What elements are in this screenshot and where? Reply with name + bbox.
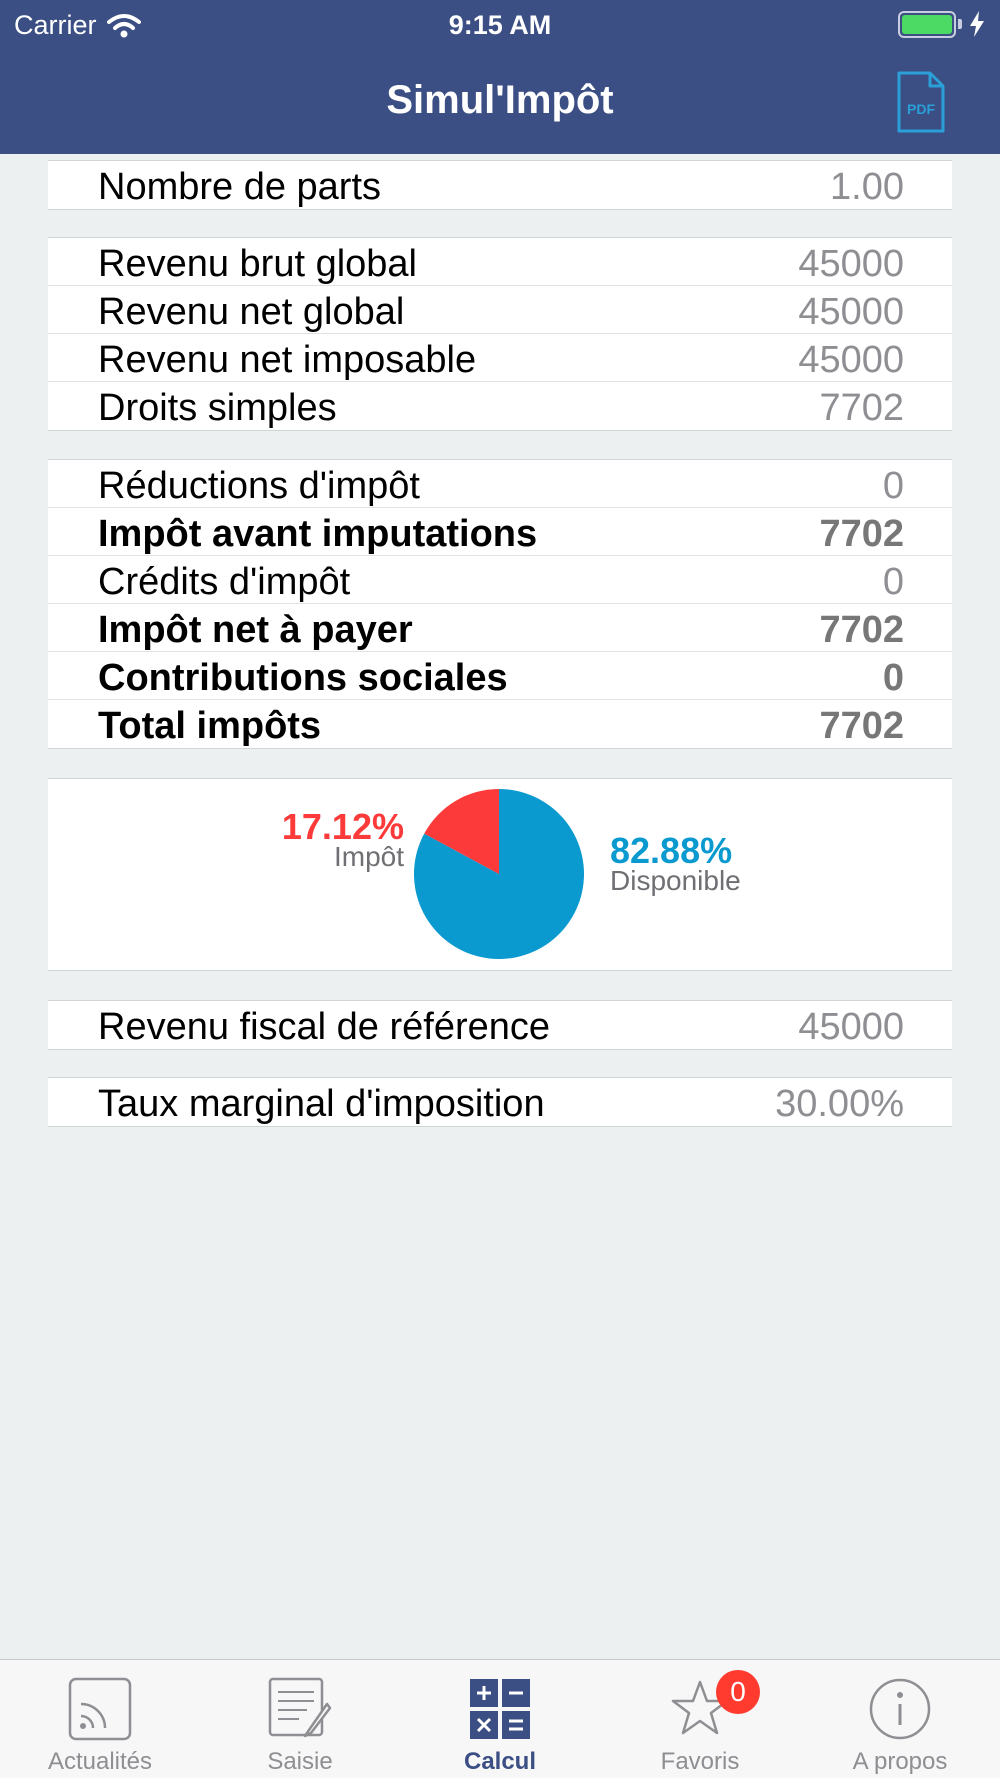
row-label: Droits simples xyxy=(98,387,337,429)
battery-icon xyxy=(898,10,986,38)
row-label: Crédits d'impôt xyxy=(98,561,351,603)
rss-icon xyxy=(68,1677,132,1741)
result-row: Crédits d'impôt 0 xyxy=(48,556,952,604)
result-row: Impôt net à payer 7702 xyxy=(48,604,952,652)
result-row: Revenu brut global 45000 xyxy=(48,238,952,286)
income-group: Revenu brut global 45000 Revenu net glob… xyxy=(48,237,952,431)
row-value: 45000 xyxy=(798,1006,904,1048)
tab-saisie[interactable]: Saisie xyxy=(200,1660,400,1778)
row-value: 7702 xyxy=(819,387,904,429)
result-row: Nombre de parts 1.00 xyxy=(48,161,952,209)
row-value: 1.00 xyxy=(830,166,904,208)
result-row: Impôt avant imputations 7702 xyxy=(48,508,952,556)
result-row: Total impôts 7702 xyxy=(48,700,952,748)
row-value: 30.00% xyxy=(775,1083,904,1125)
row-label: Contributions sociales xyxy=(98,657,508,699)
row-label: Nombre de parts xyxy=(98,166,382,208)
pdf-export-icon[interactable]: PDF xyxy=(896,70,946,134)
favoris-badge: 0 xyxy=(716,1670,760,1714)
tab-calcul[interactable]: Calcul xyxy=(400,1660,600,1778)
tab-bar: Actualités Saisie Calcul xyxy=(0,1659,1000,1778)
result-row: Réductions d'impôt 0 xyxy=(48,460,952,508)
row-value: 45000 xyxy=(798,339,904,381)
result-row: Droits simples 7702 xyxy=(48,382,952,430)
impot-slice xyxy=(424,789,499,874)
row-label: Revenu brut global xyxy=(98,243,417,285)
result-row: Revenu net global 45000 xyxy=(48,286,952,334)
carrier-indicator: Carrier xyxy=(14,10,141,41)
tab-label: Saisie xyxy=(267,1748,333,1775)
row-label: Revenu fiscal de référence xyxy=(98,1006,551,1048)
carrier-name: Carrier xyxy=(14,10,97,40)
tab-label: Actualités xyxy=(47,1748,153,1775)
row-value: 0 xyxy=(882,657,904,699)
row-label: Taux marginal d'imposition xyxy=(98,1083,545,1125)
result-row: Revenu fiscal de référence 45000 xyxy=(48,1001,952,1049)
navigation-bar: Carrier 9:15 AM Simul'Impôt PDF xyxy=(0,0,1000,154)
tab-favoris[interactable]: 0 Favoris xyxy=(600,1660,800,1778)
pdf-label: PDF xyxy=(907,101,935,117)
form-edit-icon xyxy=(268,1677,332,1738)
row-label: Impôt avant imputations xyxy=(98,513,538,555)
row-value: 7702 xyxy=(819,609,904,651)
tax-group: Réductions d'impôt 0 Impôt avant imputat… xyxy=(48,459,952,749)
tab-label: A propos xyxy=(852,1748,948,1775)
row-label: Revenu net global xyxy=(98,291,405,333)
calculator-icon xyxy=(470,1679,530,1739)
marginal-rate-group: Taux marginal d'imposition 30.00% xyxy=(48,1077,952,1127)
status-bar: Carrier 9:15 AM xyxy=(0,0,1000,50)
result-row: Contributions sociales 0 xyxy=(48,652,952,700)
disponible-label: Disponible xyxy=(610,865,741,896)
parts-group: Nombre de parts 1.00 xyxy=(48,160,952,210)
tab-actualites[interactable]: Actualités xyxy=(0,1660,200,1778)
row-value: 7702 xyxy=(819,513,904,555)
row-label: Impôt net à payer xyxy=(98,609,413,651)
charging-bolt-icon xyxy=(970,11,984,37)
row-label: Revenu net imposable xyxy=(98,339,477,381)
row-value: 7702 xyxy=(819,705,904,747)
disponible-percent: 82.88% xyxy=(610,830,733,871)
tab-label: Calcul xyxy=(463,1748,537,1775)
status-time: 9:15 AM xyxy=(448,10,552,40)
result-row: Revenu net imposable 45000 xyxy=(48,334,952,382)
row-value: 0 xyxy=(882,465,904,507)
tab-label: Favoris xyxy=(660,1748,740,1775)
reference-income-group: Revenu fiscal de référence 45000 xyxy=(48,1000,952,1050)
row-value: 0 xyxy=(882,561,904,603)
row-value: 45000 xyxy=(798,291,904,333)
info-icon xyxy=(869,1678,931,1740)
row-value: 45000 xyxy=(798,243,904,285)
tax-pie-chart xyxy=(414,789,584,959)
tab-a-propos[interactable]: A propos xyxy=(800,1660,1000,1778)
row-label: Total impôts xyxy=(98,705,322,747)
impot-percent: 17.12% xyxy=(281,806,404,847)
page-title: Simul'Impôt xyxy=(386,78,614,122)
wifi-icon xyxy=(106,13,141,37)
row-label: Réductions d'impôt xyxy=(98,465,420,507)
result-row: Taux marginal d'imposition 30.00% xyxy=(48,1078,952,1126)
tax-pie-card: 17.12% Impôt 82.88% Disponible xyxy=(48,778,952,971)
impot-label: Impôt xyxy=(333,841,404,872)
